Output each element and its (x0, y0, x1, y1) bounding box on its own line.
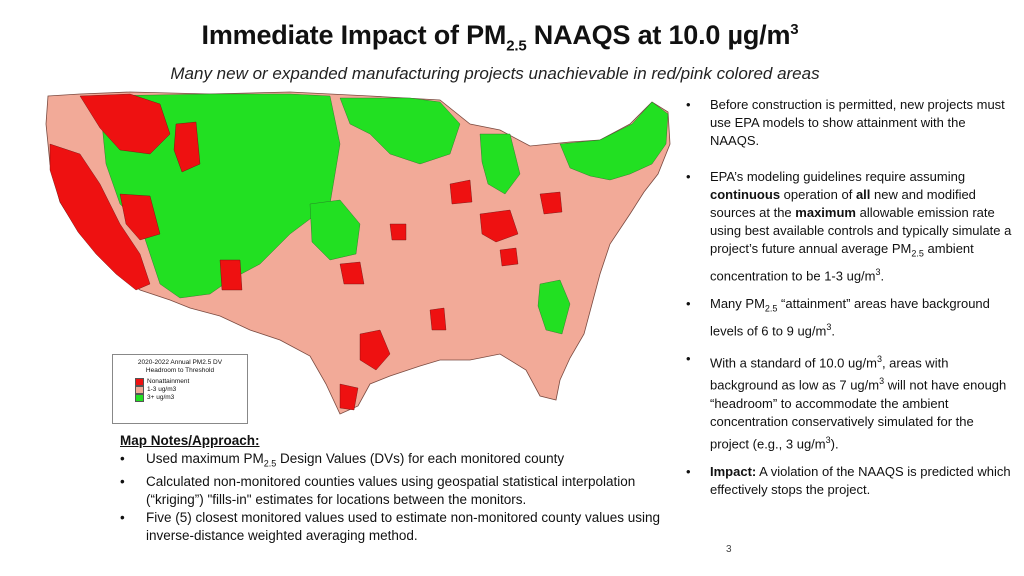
bullet-text: allowable emission rate using best avail… (710, 205, 1012, 256)
bullet-text: operation of (780, 187, 856, 202)
bullet-text: A violation of the NAAQS is predicted wh… (710, 463, 1011, 497)
green-region-greatlakes (339, 97, 461, 165)
green-region-plains (309, 199, 361, 261)
map-notes-list: Used maximum PM2.5 Design Values (DVs) f… (120, 450, 680, 545)
red-region-tennessee (499, 247, 519, 267)
map-note-item: Five (5) closest monitored values used t… (120, 509, 680, 545)
bullet-superscript: 3 (875, 266, 881, 277)
bullet-bold: maximum (795, 205, 856, 220)
title-middle: NAAQS at 10.0 µg/m (526, 20, 791, 50)
bullet-item: Before construction is permitted, new pr… (686, 96, 1016, 150)
bullet-superscript: 3 (825, 434, 831, 445)
bullet-item: Many PM2.5 “attainment” areas have backg… (686, 295, 1016, 340)
red-regions (49, 93, 563, 411)
map-notes: Map Notes/Approach: Used maximum PM2.5 D… (120, 432, 680, 545)
map-notes-heading: Map Notes/Approach: (120, 433, 260, 448)
legend-swatch-red (135, 378, 144, 386)
bullet-item: Impact: A violation of the NAAQS is pred… (686, 463, 1016, 499)
red-region-texas-south (339, 383, 359, 411)
red-region-idaho (173, 121, 201, 173)
red-region-pacific-northwest (79, 93, 171, 155)
bullet-text: ambient concentration to be 1-3 ug/m (710, 241, 974, 283)
slide-title: Immediate Impact of PM2.5 NAAQS at 10.0 … (0, 20, 1000, 54)
red-region-missouri (389, 223, 407, 241)
red-region-ohio-valley (479, 209, 519, 243)
legend-title-line2: Headroom to Threshold (145, 367, 215, 374)
bullet-text: . (880, 267, 885, 283)
legend-swatch-green (135, 394, 144, 402)
bullet-text: EPA’s modeling guidelines require assumi… (710, 169, 966, 184)
title-superscript: 3 (790, 21, 799, 38)
note-subscript: 2.5 (263, 458, 277, 469)
red-region-nevada (119, 193, 161, 241)
map-note-item: Used maximum PM2.5 Design Values (DVs) f… (120, 450, 680, 473)
bullet-bold: all (855, 187, 871, 202)
red-region-utah (219, 259, 243, 291)
red-region-illinois (449, 179, 473, 205)
bullet-text: new and modified sources at the (710, 187, 976, 220)
legend-item-headroom-3plus: 3+ ug/m3 (135, 394, 247, 402)
bullet-subscript: 2.5 (764, 303, 778, 314)
red-region-pennsylvania (539, 191, 563, 215)
bullet-bold: continuous (710, 187, 781, 202)
bullet-bold: Impact: (710, 463, 757, 479)
map-legend: 2020-2022 Annual PM2.5 DV Headroom to Th… (112, 354, 248, 424)
bullet-superscript: 3 (876, 353, 882, 364)
title-prefix: Immediate Impact of PM (201, 20, 507, 50)
bullet-text: “attainment” areas have background level… (710, 295, 990, 338)
bullet-list: Before construction is permitted, new pr… (686, 96, 1016, 499)
green-region-northwest (99, 93, 341, 299)
legend-label: 3+ ug/m3 (147, 394, 175, 401)
red-region-louisiana (429, 307, 447, 331)
legend-item-nonattainment: Nonattainment (135, 378, 247, 386)
right-bullets: Before construction is permitted, new pr… (686, 96, 1016, 509)
legend-swatch-pink (135, 386, 144, 394)
green-region-northeast (559, 101, 669, 181)
bullet-text: ). (830, 435, 839, 451)
legend-title-line1: 2020-2022 Annual PM2.5 DV (137, 359, 223, 366)
red-region-california (49, 143, 151, 291)
legend-item-headroom-1-3: 1-3 ug/m3 (135, 386, 247, 394)
legend-label: 1-3 ug/m3 (147, 386, 177, 393)
title-subscript: 2.5 (506, 37, 527, 55)
red-region-texas (359, 329, 391, 371)
bullet-item: With a standard of 10.0 ug/m3, areas wit… (686, 350, 1016, 453)
note-text: Used maximum PM (146, 451, 264, 466)
slide-subtitle: Many new or expanded manufacturing proje… (170, 64, 820, 83)
note-text: Design Values (DVs) for each monitored c… (276, 451, 565, 466)
bullet-item: EPA’s modeling guidelines require assumi… (686, 168, 1016, 285)
bullet-text: With a standard of 10.0 ug/m (710, 355, 877, 371)
us-county-map (45, 91, 671, 415)
map-note-item: Calculated non-monitored counties values… (120, 473, 680, 509)
red-region-oklahoma (339, 261, 365, 285)
legend-label: Nonattainment (147, 378, 190, 385)
green-region-michigan (479, 133, 521, 195)
bullet-text: . (831, 322, 835, 338)
green-region-southeast (537, 279, 571, 335)
bullet-text: will not have enough “headroom” to accom… (710, 377, 1007, 451)
bullet-text: Many PM (710, 295, 765, 311)
bullet-subscript: 2.5 (911, 248, 924, 259)
bullet-superscript: 3 (879, 376, 885, 387)
page-number: 3 (726, 544, 732, 555)
bullet-text: , areas with background as low as 7 ug/m (710, 355, 949, 393)
bullet-superscript: 3 (826, 321, 832, 332)
green-regions (99, 93, 669, 335)
